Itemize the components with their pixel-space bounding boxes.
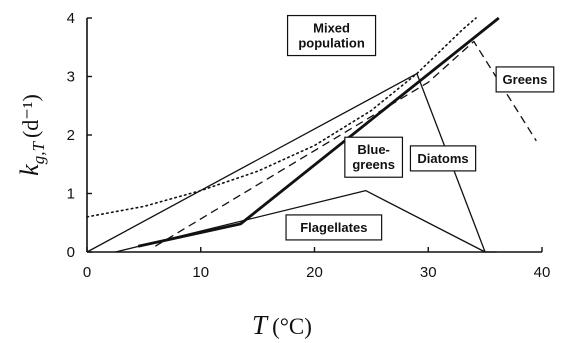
series-line-greens — [154, 40, 537, 247]
annotation-box — [286, 14, 377, 57]
y-tick-label: 3 — [67, 69, 75, 86]
annotation-label: Blue- — [357, 142, 390, 157]
x-tick-label: 30 — [420, 264, 437, 281]
series-line-blue-greens — [137, 16, 500, 248]
y-axis-title: kg,T (d⁻¹) — [15, 94, 48, 176]
annotation-box — [344, 136, 404, 178]
annotation-label: population — [298, 36, 364, 51]
annotation-label: Greens — [503, 72, 548, 87]
x-tick-label: 40 — [534, 264, 551, 281]
annotation-label: Mixed — [313, 21, 350, 36]
x-tick-label: 20 — [306, 264, 323, 281]
x-axis-title: T (°C) — [252, 310, 312, 340]
x-axis-symbol: T — [252, 310, 269, 340]
annotation-label: Diatoms — [417, 151, 468, 166]
y-tick-label: 2 — [67, 127, 75, 144]
x-tick-label: 0 — [83, 264, 91, 281]
series-line-diatoms — [86, 72, 486, 253]
y-axis-symbol: k — [15, 164, 44, 176]
y-tick-label: 1 — [67, 186, 75, 203]
tick-labels: 0 10 20 30 40 0 1 2 3 4 — [67, 10, 551, 281]
annotation-box — [495, 66, 555, 93]
annotation-box — [409, 145, 477, 172]
y-axis-unit: (d⁻¹) — [18, 94, 43, 138]
series-line-mixed-population — [86, 17, 477, 218]
annotation-blue-greens: Blue-greens — [344, 136, 404, 178]
series-line-flagellates — [115, 189, 497, 253]
annotation-diatoms: Diatoms — [409, 145, 477, 172]
axes — [86, 17, 543, 253]
annotation-flagellates: Flagellates — [285, 214, 383, 241]
annotation-label: greens — [352, 157, 395, 172]
series-layer — [86, 16, 537, 253]
annotation-box — [285, 214, 383, 241]
y-tick-label: 4 — [67, 10, 75, 27]
svg-text:kg,T(d⁻¹): kg,T (d⁻¹) — [15, 94, 48, 176]
annotation-label: Flagellates — [300, 220, 367, 235]
x-tick-label: 10 — [192, 264, 209, 281]
annotation-greens: Greens — [495, 66, 555, 93]
y-axis-subscript: g,T — [29, 141, 48, 165]
y-tick-label: 0 — [67, 244, 75, 261]
x-axis-unit: (°C) — [272, 314, 312, 339]
